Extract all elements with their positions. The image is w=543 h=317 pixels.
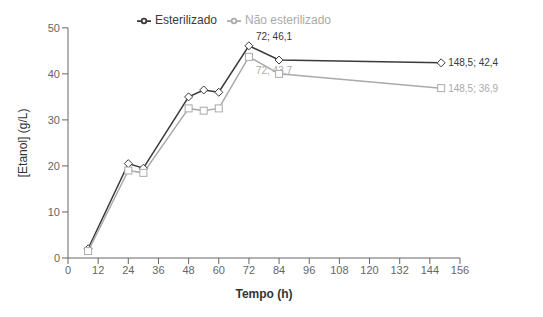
svg-text:72: 72 — [243, 264, 255, 276]
svg-text:148,5; 36,9: 148,5; 36,9 — [448, 83, 498, 94]
html-text:Esterilizado: Esterilizado — [155, 13, 217, 27]
svg-text:36: 36 — [152, 264, 164, 276]
svg-text:156: 156 — [451, 264, 469, 276]
svg-text:120: 120 — [360, 264, 378, 276]
svg-text:60: 60 — [213, 264, 225, 276]
svg-text:132: 132 — [391, 264, 409, 276]
svg-text:108: 108 — [330, 264, 348, 276]
svg-text:30: 30 — [48, 114, 60, 126]
svg-text:84: 84 — [273, 264, 285, 276]
svg-text:[Etanol] (g/L): [Etanol] (g/L) — [16, 109, 30, 178]
svg-text:72; 46,1: 72; 46,1 — [256, 31, 293, 42]
svg-text:50: 50 — [48, 22, 60, 34]
svg-text:12: 12 — [92, 264, 104, 276]
svg-text:Tempo (h): Tempo (h) — [235, 287, 292, 301]
svg-text:96: 96 — [303, 264, 315, 276]
svg-text:148,5; 42,4: 148,5; 42,4 — [448, 57, 498, 68]
svg-text:144: 144 — [421, 264, 439, 276]
svg-text:40: 40 — [48, 68, 60, 80]
svg-text:48: 48 — [182, 264, 194, 276]
svg-text:72; 43,7: 72; 43,7 — [256, 65, 293, 76]
svg-text:20: 20 — [48, 160, 60, 172]
svg-text:0: 0 — [65, 264, 71, 276]
html-text:Não esterilizado: Não esterilizado — [245, 13, 331, 27]
svg-text:0: 0 — [54, 252, 60, 264]
svg-text:10: 10 — [48, 206, 60, 218]
svg-text:24: 24 — [122, 264, 134, 276]
